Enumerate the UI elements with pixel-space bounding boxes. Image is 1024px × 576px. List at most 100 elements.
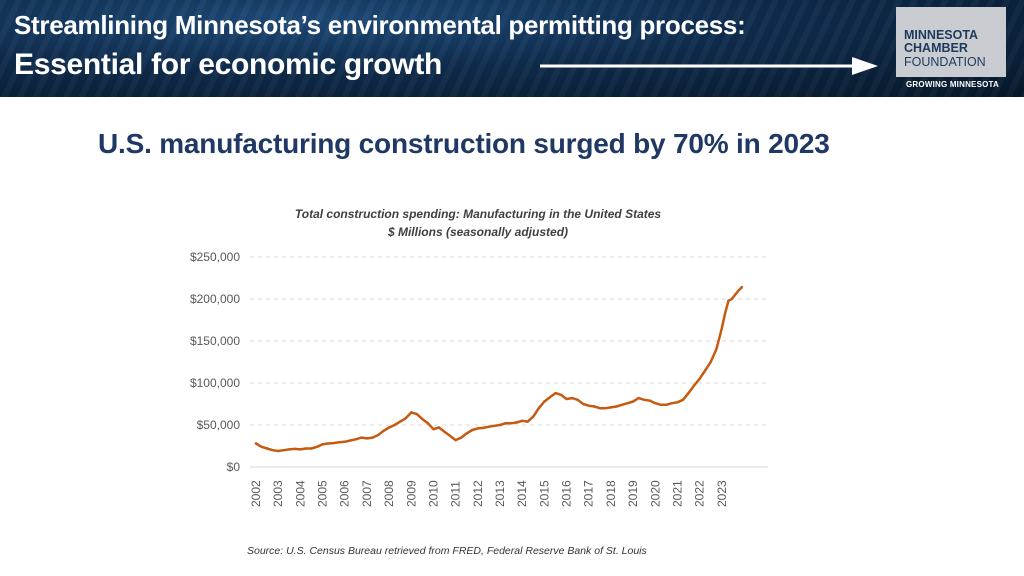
data-point bbox=[704, 369, 707, 372]
data-point bbox=[304, 447, 308, 450]
data-point bbox=[360, 436, 363, 439]
data-point bbox=[476, 427, 479, 430]
data-point bbox=[532, 415, 535, 418]
y-tick-label: $200,000 bbox=[190, 292, 240, 306]
data-point bbox=[349, 439, 352, 442]
data-point bbox=[443, 430, 446, 433]
data-point bbox=[593, 405, 596, 408]
x-tick-label: 2012 bbox=[471, 480, 485, 507]
x-tick-label: 2018 bbox=[604, 480, 618, 507]
data-point bbox=[681, 398, 685, 401]
data-point bbox=[271, 449, 274, 452]
data-point bbox=[315, 445, 319, 448]
data-point bbox=[471, 428, 474, 432]
source-note: Source: U.S. Census Bureau retrieved fro… bbox=[247, 545, 647, 557]
x-tick-label: 2013 bbox=[493, 480, 507, 507]
series-group bbox=[254, 285, 744, 453]
data-point bbox=[265, 447, 269, 450]
data-point bbox=[740, 286, 743, 289]
data-point bbox=[288, 448, 291, 451]
logo-text-line3: FOUNDATION bbox=[904, 55, 986, 69]
data-point bbox=[387, 426, 391, 429]
data-point bbox=[620, 403, 624, 406]
data-point bbox=[526, 420, 529, 423]
x-tick-label: 2023 bbox=[715, 480, 729, 507]
data-point bbox=[426, 422, 430, 425]
data-point bbox=[326, 442, 330, 445]
data-point bbox=[582, 402, 585, 406]
data-point bbox=[282, 449, 285, 452]
x-tick-label: 2022 bbox=[693, 480, 707, 507]
x-tick-label: 2021 bbox=[670, 480, 684, 507]
data-point bbox=[293, 447, 296, 451]
data-point bbox=[521, 419, 524, 422]
x-tick-label: 2015 bbox=[537, 480, 551, 507]
x-tick-label: 2020 bbox=[648, 480, 662, 507]
banner-title-line1: Streamlining Minnesota’s environmental p… bbox=[14, 10, 746, 40]
data-point bbox=[554, 391, 557, 395]
data-point bbox=[723, 312, 727, 315]
data-point bbox=[570, 396, 574, 400]
logo-text-line1: MINNESOTA bbox=[904, 28, 979, 42]
data-point bbox=[277, 449, 280, 453]
data-point bbox=[676, 401, 679, 404]
data-point bbox=[509, 422, 513, 425]
data-point bbox=[254, 442, 258, 445]
data-point bbox=[631, 400, 635, 403]
data-point bbox=[537, 407, 540, 410]
data-point bbox=[321, 443, 324, 446]
data-point bbox=[410, 411, 413, 414]
data-point bbox=[365, 437, 369, 440]
data-point bbox=[399, 420, 402, 423]
data-point bbox=[609, 406, 613, 409]
data-point bbox=[548, 396, 552, 399]
data-point bbox=[576, 398, 579, 401]
data-point bbox=[559, 393, 563, 396]
data-point bbox=[687, 391, 690, 395]
data-point bbox=[338, 441, 341, 444]
data-point bbox=[515, 421, 518, 424]
data-point bbox=[598, 407, 601, 410]
x-tick-label: 2014 bbox=[515, 480, 529, 507]
data-point bbox=[354, 438, 357, 441]
data-point bbox=[460, 436, 463, 439]
data-point bbox=[343, 440, 346, 443]
data-point bbox=[733, 293, 737, 296]
data-point bbox=[260, 445, 263, 448]
header-banner: Streamlining Minnesota’s environmental p… bbox=[0, 0, 1024, 97]
banner-title-line2: Essential for economic growth bbox=[14, 48, 443, 81]
series-line bbox=[254, 285, 744, 453]
data-point bbox=[498, 423, 502, 427]
y-tick-label: $150,000 bbox=[190, 334, 240, 348]
data-point bbox=[465, 432, 468, 435]
x-tick-label: 2007 bbox=[360, 480, 374, 507]
x-axis: 2002 2003 2004 2005 2006 2007 2008 2009 2010 2011… bbox=[249, 480, 729, 507]
chart-title: Total construction spending: Manufacturi… bbox=[295, 207, 662, 221]
data-point bbox=[493, 424, 496, 427]
data-point bbox=[730, 297, 733, 301]
data-point bbox=[715, 348, 718, 351]
x-tick-label: 2002 bbox=[249, 480, 263, 507]
data-point bbox=[648, 399, 651, 402]
y-tick-label: $0 bbox=[227, 460, 241, 474]
banner-arrow-icon bbox=[540, 57, 878, 75]
data-point bbox=[615, 405, 618, 408]
x-tick-label: 2003 bbox=[271, 480, 285, 507]
data-point bbox=[415, 412, 418, 416]
data-point bbox=[393, 423, 396, 427]
x-tick-label: 2010 bbox=[426, 480, 440, 507]
data-point bbox=[727, 299, 730, 302]
data-point bbox=[665, 403, 668, 406]
data-point bbox=[659, 403, 662, 406]
logo-text-line2: CHAMBER bbox=[904, 41, 968, 55]
data-point bbox=[371, 436, 374, 439]
data-point bbox=[565, 397, 568, 401]
data-point bbox=[692, 384, 696, 387]
data-point bbox=[487, 425, 491, 428]
x-tick-label: 2006 bbox=[338, 480, 352, 507]
data-point bbox=[698, 377, 701, 380]
data-point bbox=[448, 434, 452, 438]
y-tick-label: $250,000 bbox=[190, 250, 240, 264]
y-tick-label: $100,000 bbox=[190, 376, 240, 390]
